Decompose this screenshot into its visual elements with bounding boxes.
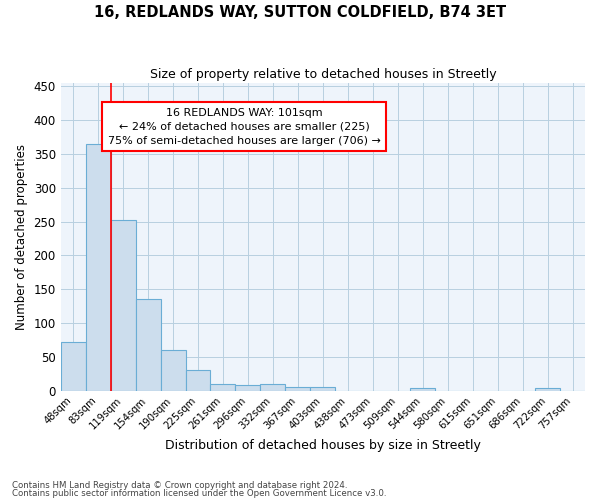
- Bar: [161, 350, 185, 391]
- Bar: [110, 220, 136, 390]
- Title: Size of property relative to detached houses in Streetly: Size of property relative to detached ho…: [149, 68, 496, 80]
- Bar: [86, 144, 110, 390]
- X-axis label: Distribution of detached houses by size in Streetly: Distribution of detached houses by size …: [165, 440, 481, 452]
- Bar: [535, 388, 560, 390]
- Bar: [310, 388, 335, 390]
- Text: Contains HM Land Registry data © Crown copyright and database right 2024.: Contains HM Land Registry data © Crown c…: [12, 481, 347, 490]
- Text: 16, REDLANDS WAY, SUTTON COLDFIELD, B74 3ET: 16, REDLANDS WAY, SUTTON COLDFIELD, B74 …: [94, 5, 506, 20]
- Bar: [136, 300, 161, 390]
- Text: 16 REDLANDS WAY: 101sqm
← 24% of detached houses are smaller (225)
75% of semi-d: 16 REDLANDS WAY: 101sqm ← 24% of detache…: [108, 108, 380, 146]
- Bar: [61, 342, 86, 390]
- Y-axis label: Number of detached properties: Number of detached properties: [15, 144, 28, 330]
- Text: Contains public sector information licensed under the Open Government Licence v3: Contains public sector information licen…: [12, 488, 386, 498]
- Bar: [260, 384, 286, 390]
- Bar: [286, 388, 310, 390]
- Bar: [410, 388, 435, 390]
- Bar: [235, 386, 260, 390]
- Bar: [211, 384, 235, 390]
- Bar: [185, 370, 211, 390]
